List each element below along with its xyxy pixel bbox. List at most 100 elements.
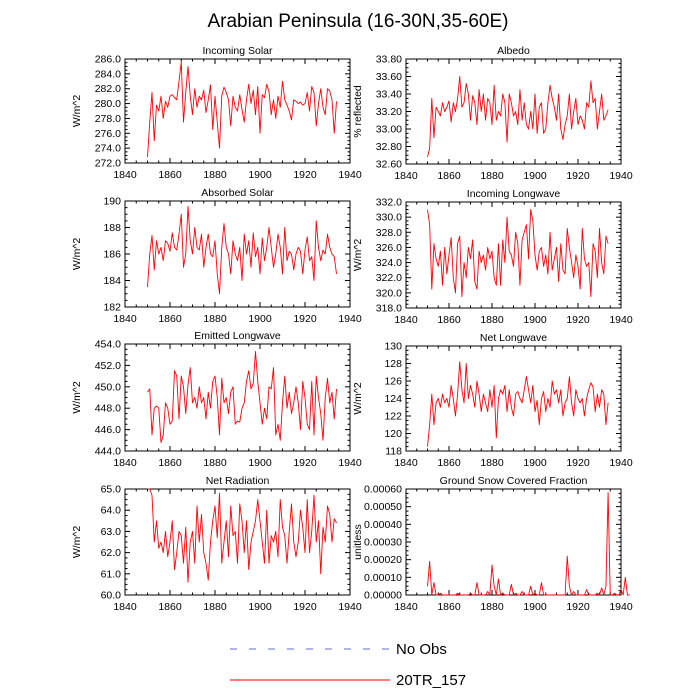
x-tick-label: 1940 <box>609 457 633 469</box>
y-axis-label: % reflected <box>352 85 364 138</box>
x-tick-label: 1880 <box>480 314 504 326</box>
x-tick-label: 1860 <box>437 457 461 469</box>
series-line-20tr-157 <box>147 205 337 295</box>
y-tick-label: 186 <box>103 249 121 261</box>
y-tick-label: 64.0 <box>101 505 122 517</box>
x-tick-label: 1880 <box>203 601 227 613</box>
x-tick-label: 1840 <box>113 313 137 325</box>
x-tick-label: 1900 <box>248 313 272 325</box>
x-tick-label: 1860 <box>437 314 461 326</box>
y-tick-label: 33.80 <box>376 54 402 66</box>
y-tick-label: 328.0 <box>376 227 402 239</box>
panel-title: Emitted Longwave <box>194 330 281 342</box>
x-tick-label: 1920 <box>293 601 317 613</box>
y-tick-label: 320.0 <box>376 287 402 299</box>
y-tick-label: 33.60 <box>376 71 402 83</box>
plot-frame <box>124 343 351 452</box>
y-tick-label: 452.0 <box>95 360 121 372</box>
y-tick-label: 330.0 <box>376 212 402 224</box>
x-tick-label: 1900 <box>523 457 547 469</box>
x-tick-label: 1920 <box>566 170 590 182</box>
x-tick-label: 1900 <box>523 170 547 182</box>
x-tick-label: 1840 <box>394 457 418 469</box>
x-tick-label: 1880 <box>203 457 227 469</box>
plot-frame <box>405 201 622 309</box>
y-tick-label: 276.0 <box>95 128 121 140</box>
y-tick-label: 182 <box>103 302 121 314</box>
y-tick-label: 33.40 <box>376 89 402 101</box>
y-axis-label: unitless <box>352 524 364 560</box>
plot-frame <box>405 488 622 596</box>
y-tick-label: 282.0 <box>95 83 121 95</box>
x-tick-label: 1880 <box>203 313 227 325</box>
x-tick-label: 1840 <box>113 601 137 613</box>
panel-title: Net Longwave <box>480 332 547 344</box>
y-tick-label: 272.0 <box>95 158 121 170</box>
y-tick-label: 326.0 <box>376 242 402 254</box>
y-tick-label: 33.00 <box>376 124 402 136</box>
x-tick-label: 1900 <box>248 457 272 469</box>
x-tick-label: 1840 <box>113 169 137 181</box>
y-tick-label: 0.00060 <box>364 484 402 496</box>
y-tick-label: 284.0 <box>95 68 121 80</box>
y-tick-label: 65.0 <box>101 484 122 496</box>
x-tick-label: 1940 <box>338 601 362 613</box>
x-tick-label: 1920 <box>293 169 317 181</box>
x-tick-label: 1880 <box>480 601 504 613</box>
panel-title: Net Radiation <box>206 475 270 487</box>
y-tick-label: 0.00040 <box>364 519 402 531</box>
y-tick-label: 448.0 <box>95 403 121 415</box>
panel-ground-snow-covered-fraction: 1840 1860 1880 1900 1920 1940 0.00000 0.00010 0.… <box>352 475 633 613</box>
x-tick-label: 1920 <box>293 313 317 325</box>
panel-emitted-longwave: 1840 1860 1880 1900 1920 1940 444.0 446.0 448.0 4… <box>71 330 362 469</box>
y-tick-label: 0.00020 <box>364 554 402 566</box>
x-tick-label: 1940 <box>338 313 362 325</box>
y-tick-label: 444.0 <box>95 446 121 458</box>
y-tick-label: 60.0 <box>101 590 122 602</box>
x-tick-label: 1920 <box>566 601 590 613</box>
y-tick-label: 274.0 <box>95 143 121 155</box>
x-tick-label: 1940 <box>609 170 633 182</box>
x-tick-label: 1840 <box>394 314 418 326</box>
panel-absorbed-solar: 1840 1860 1880 1900 1920 1940 182 184 186 188 190 A… <box>71 187 362 325</box>
y-tick-label: 332.0 <box>376 197 402 209</box>
y-axis-label: W/m^2 <box>71 238 83 271</box>
y-tick-label: 0.00030 <box>364 537 402 549</box>
y-tick-label: 118 <box>385 446 402 458</box>
y-tick-label: 184 <box>103 275 121 287</box>
series-line-20tr-157 <box>147 351 337 443</box>
y-tick-label: 63.0 <box>101 526 122 538</box>
series-line-20tr-157 <box>427 361 609 447</box>
x-tick-label: 1940 <box>609 601 633 613</box>
x-tick-label: 1900 <box>523 314 547 326</box>
y-tick-label: 318.0 <box>376 303 402 315</box>
x-tick-label: 1840 <box>394 601 418 613</box>
panel-title: Incoming Longwave <box>467 188 561 200</box>
y-tick-label: 32.80 <box>376 141 402 153</box>
y-tick-label: 120 <box>384 428 402 440</box>
panels: 1840 1860 1880 1900 1920 1940 272.0 274.0 276.0 2… <box>71 45 633 613</box>
y-axis-label: W/m^2 <box>352 382 364 415</box>
series-line-20tr-157 <box>147 61 337 158</box>
x-tick-label: 1860 <box>437 170 461 182</box>
y-axis-label: W/m^2 <box>71 526 83 559</box>
x-tick-label: 1880 <box>480 170 504 182</box>
x-tick-label: 1940 <box>338 169 362 181</box>
y-tick-label: 128 <box>384 358 402 370</box>
series-line-20tr-157 <box>427 209 609 298</box>
y-tick-label: 0.00050 <box>364 501 402 513</box>
y-axis-label: W/m^2 <box>71 95 83 128</box>
legend: No Obs 20TR_157 <box>230 641 466 689</box>
x-tick-label: 1860 <box>158 457 182 469</box>
x-tick-label: 1940 <box>609 314 633 326</box>
x-tick-label: 1920 <box>566 457 590 469</box>
x-tick-label: 1860 <box>158 169 182 181</box>
y-tick-label: 33.20 <box>376 106 402 118</box>
y-tick-label: 124 <box>384 393 402 405</box>
panel-net-radiation: 1840 1860 1880 1900 1920 1940 60.0 61.0 62.0 63.0… <box>71 475 362 613</box>
y-tick-label: 32.60 <box>376 159 402 171</box>
panel-title: Albedo <box>497 45 530 57</box>
y-tick-label: 61.0 <box>101 568 122 580</box>
x-tick-label: 1900 <box>248 601 272 613</box>
y-tick-label: 126 <box>384 376 402 388</box>
